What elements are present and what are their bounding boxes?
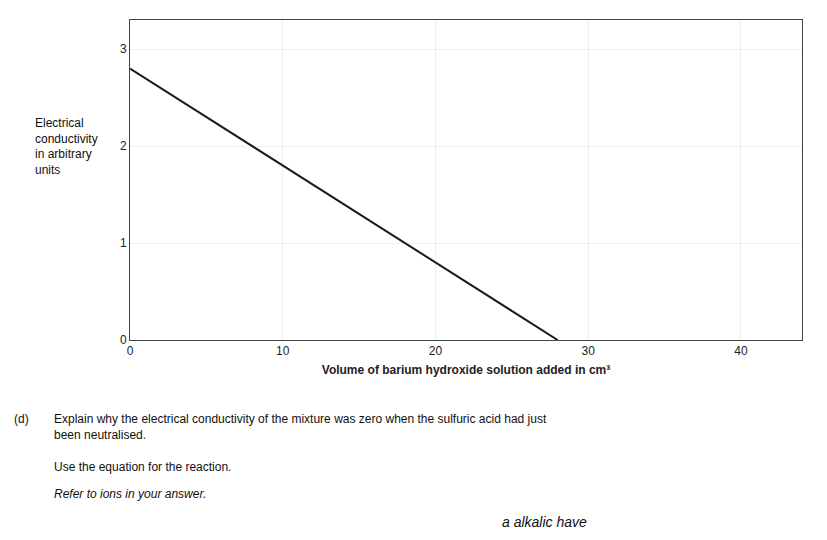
svg-text:Refer to ions in your answer.: Refer to ions in your answer. <box>54 487 206 501</box>
svg-text:(d): (d) <box>14 412 29 426</box>
svg-text:2: 2 <box>120 139 127 153</box>
svg-text:Volume of barium hydroxide sol: Volume of barium hydroxide solution adde… <box>322 363 610 377</box>
svg-text:3: 3 <box>120 42 127 56</box>
svg-text:Use the equation for the react: Use the equation for the reaction. <box>54 460 231 474</box>
svg-text:Electricalconductivityin arbit: Electricalconductivityin arbitraryunits <box>35 116 98 177</box>
svg-text:30: 30 <box>582 344 596 358</box>
svg-text:1: 1 <box>120 236 127 250</box>
svg-text:a alkalic have: a alkalic have <box>502 514 587 530</box>
svg-text:10: 10 <box>276 344 290 358</box>
svg-text:Explain why the electrical con: Explain why the electrical conductivity … <box>54 412 547 442</box>
svg-text:20: 20 <box>429 344 443 358</box>
svg-text:0: 0 <box>120 333 127 347</box>
svg-text:40: 40 <box>734 344 748 358</box>
svg-text:0: 0 <box>127 344 134 358</box>
